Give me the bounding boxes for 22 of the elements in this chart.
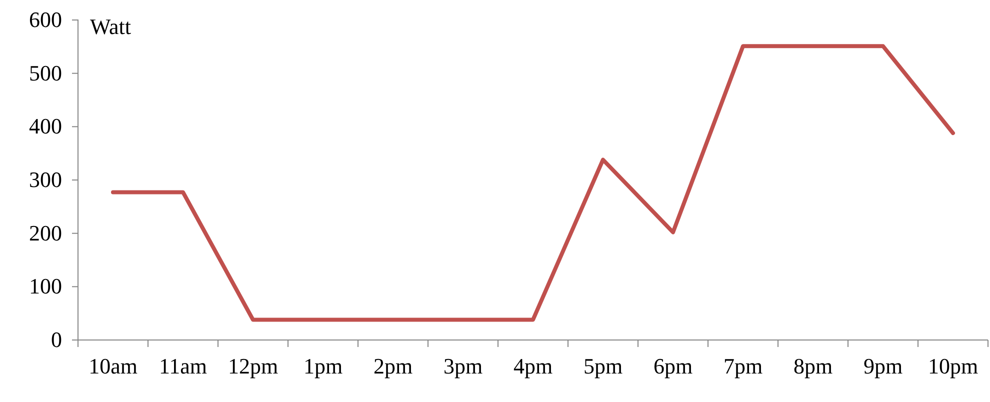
x-tick-label: 9pm [863,354,903,379]
x-tick-label: 12pm [228,354,278,379]
y-tick-label: 300 [29,167,62,192]
x-tick-label: 10am [88,354,138,379]
y-tick-label: 200 [29,220,62,246]
y-tick-label: 0 [51,327,62,352]
y-tick-label: 400 [29,114,62,139]
x-tick-label: 8pm [793,354,833,379]
y-tick-label: 500 [29,60,62,86]
y-tick-label: 600 [29,7,62,32]
y-tick-label: 100 [29,274,62,299]
y-axis-title: Watt [90,14,131,39]
x-tick-label: 6pm [653,354,693,379]
x-tick-label: 5pm [583,354,623,379]
x-tick-label: 4pm [513,354,553,379]
line-series [111,44,955,322]
x-tick-label: 11am [158,354,208,379]
x-tick-label: 7pm [723,354,763,379]
x-tick-label: 3pm [443,354,483,379]
x-tick-label: 2pm [373,354,413,379]
x-tick-label: 10pm [928,354,978,379]
x-tick-label: 1pm [303,354,343,379]
